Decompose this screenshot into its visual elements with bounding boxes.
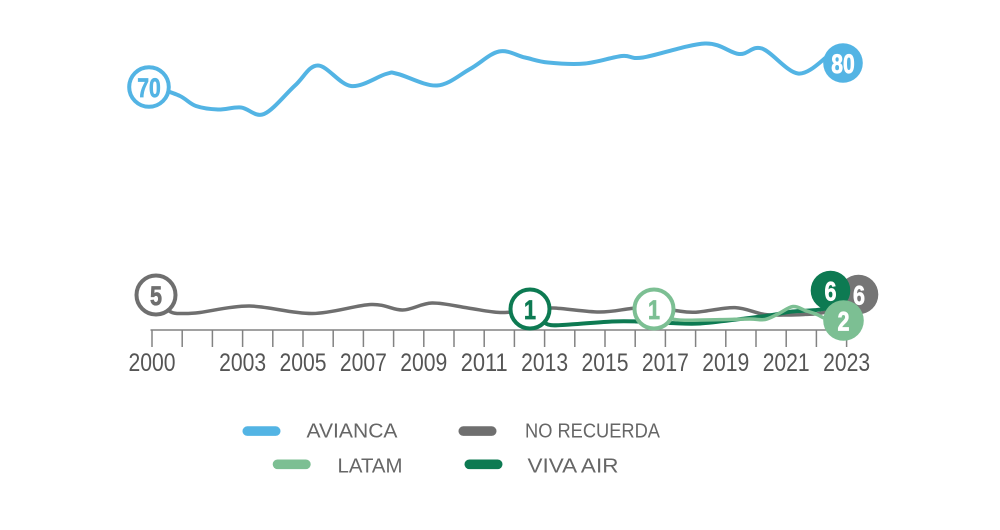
svg-text:2005: 2005: [280, 349, 327, 377]
svg-text:2021: 2021: [763, 349, 810, 377]
svg-text:2007: 2007: [340, 349, 387, 377]
svg-text:2011: 2011: [461, 349, 508, 377]
svg-text:2003: 2003: [219, 349, 266, 377]
svg-text:6: 6: [825, 277, 837, 307]
svg-text:NO RECUERDA: NO RECUERDA: [525, 420, 660, 443]
svg-text:80: 80: [831, 49, 855, 79]
svg-text:2015: 2015: [582, 349, 629, 377]
svg-text:LATAM: LATAM: [338, 455, 403, 478]
svg-text:2013: 2013: [521, 349, 568, 377]
svg-text:2000: 2000: [129, 349, 176, 377]
svg-text:70: 70: [137, 73, 161, 103]
svg-text:1: 1: [524, 295, 536, 325]
svg-text:2009: 2009: [400, 349, 447, 377]
svg-text:5: 5: [150, 281, 162, 311]
svg-text:2: 2: [838, 307, 850, 337]
svg-text:2023: 2023: [823, 349, 870, 377]
svg-text:VIVA AIR: VIVA AIR: [528, 455, 619, 478]
svg-text:6: 6: [853, 281, 865, 311]
svg-text:1: 1: [648, 295, 660, 325]
svg-text:2017: 2017: [642, 349, 689, 377]
svg-text:2019: 2019: [702, 349, 749, 377]
svg-text:AVIANCA: AVIANCA: [307, 420, 398, 443]
